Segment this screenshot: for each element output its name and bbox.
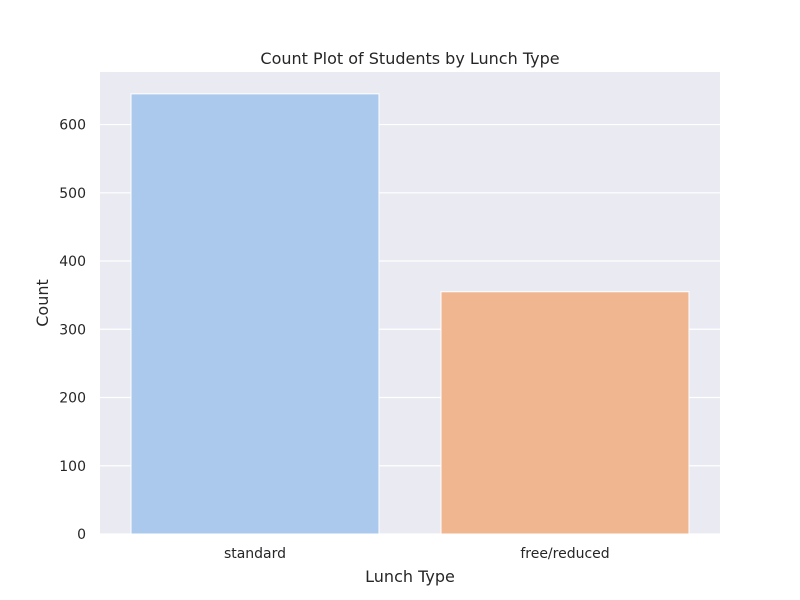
bars xyxy=(130,93,690,535)
bar-standard xyxy=(130,93,380,535)
y-tick-label: 0 xyxy=(77,527,86,543)
chart-title: Count Plot of Students by Lunch Type xyxy=(260,49,559,68)
x-tick-label: free/reduced xyxy=(520,546,609,562)
y-tick-label: 200 xyxy=(59,391,86,407)
y-tick-label: 100 xyxy=(59,459,86,475)
y-axis-label: Count xyxy=(33,279,52,327)
y-tick-label: 400 xyxy=(59,254,86,270)
x-tick-labels: standard free/reduced xyxy=(224,546,610,562)
x-tick-label: standard xyxy=(224,546,286,562)
x-axis-label: Lunch Type xyxy=(365,567,455,586)
y-tick-label: 300 xyxy=(59,322,86,338)
y-tick-label: 600 xyxy=(59,118,86,134)
bar-free-reduced xyxy=(440,291,690,535)
y-tick-label: 500 xyxy=(59,186,86,202)
y-tick-labels: 0 100 200 300 400 500 600 xyxy=(59,118,86,543)
